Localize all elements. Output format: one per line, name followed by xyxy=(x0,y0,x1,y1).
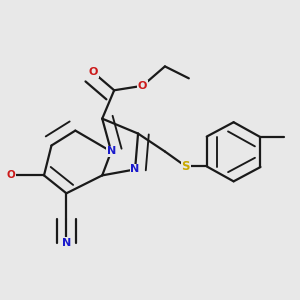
Text: O: O xyxy=(138,81,147,91)
Text: O: O xyxy=(88,68,98,77)
Text: O: O xyxy=(7,170,16,180)
Text: N: N xyxy=(106,146,116,157)
Text: S: S xyxy=(182,160,190,173)
Text: N: N xyxy=(130,164,140,174)
Text: N: N xyxy=(62,238,71,248)
